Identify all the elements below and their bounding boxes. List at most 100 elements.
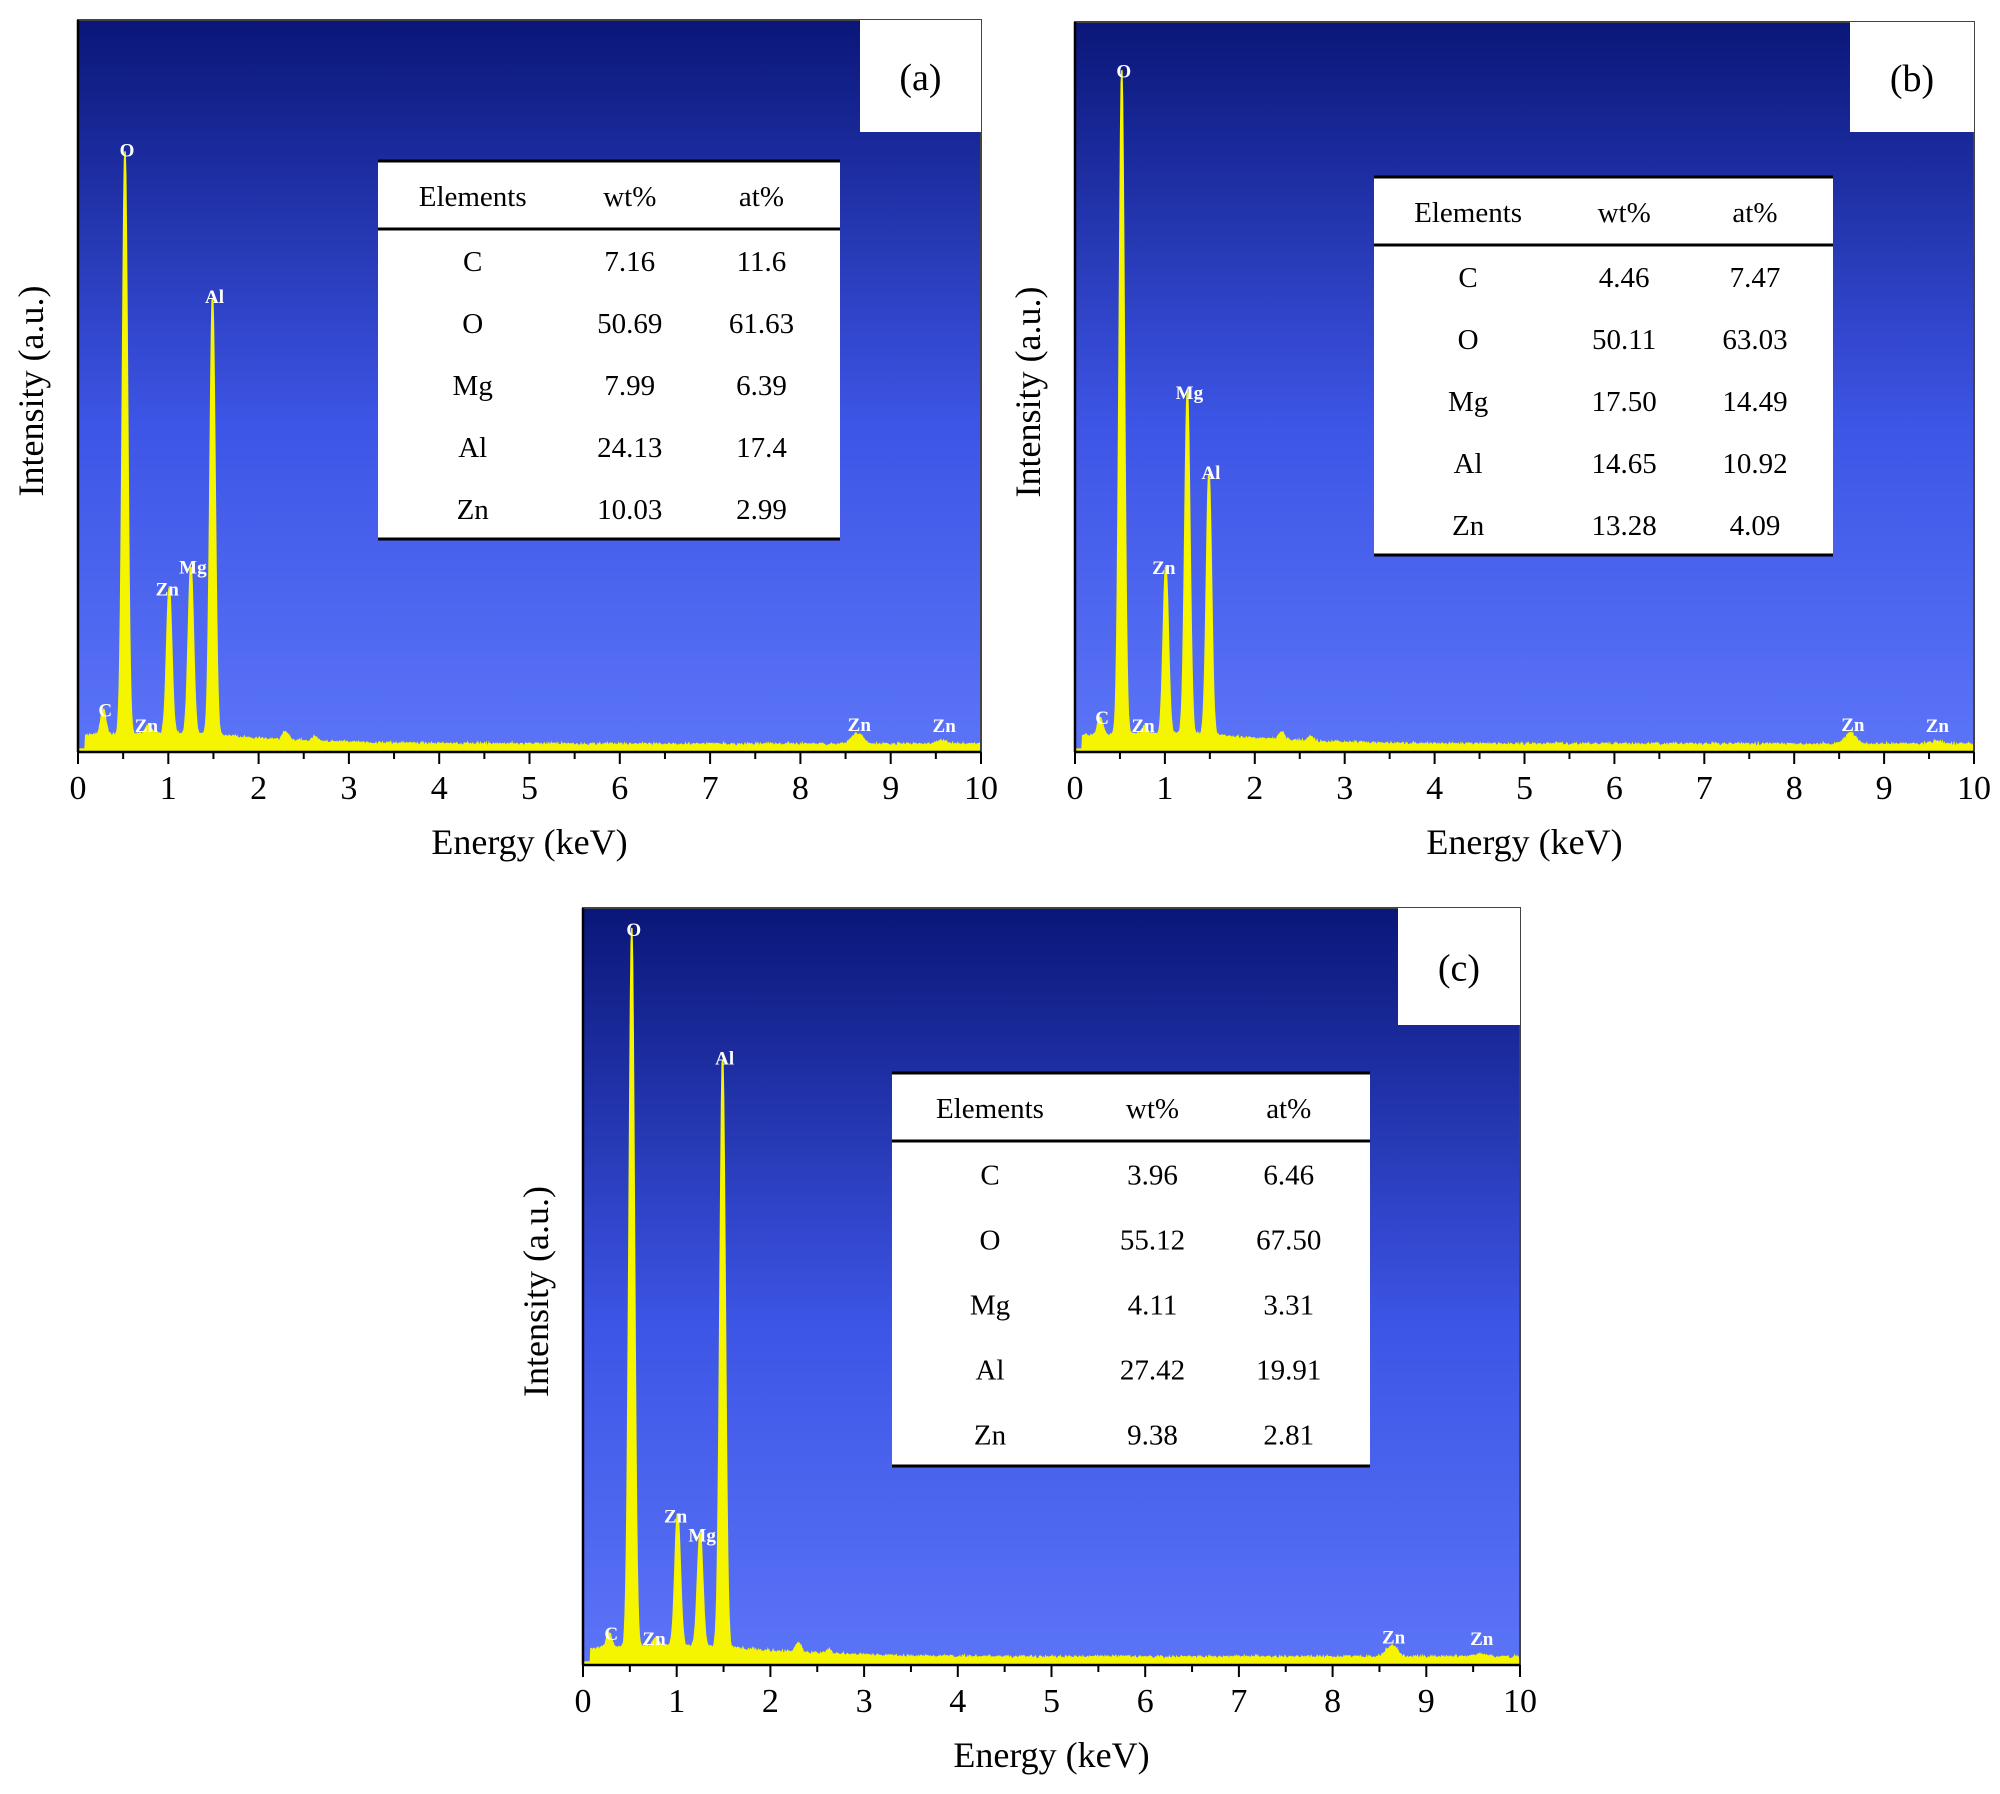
x-tick-label: 6 bbox=[1137, 1683, 1154, 1720]
table-cell: O bbox=[980, 1225, 1001, 1257]
x-tick-label: 3 bbox=[1336, 770, 1353, 807]
x-tick-label: 6 bbox=[611, 770, 628, 807]
table-cell: 6.46 bbox=[1263, 1160, 1314, 1192]
table-cell: 24.13 bbox=[597, 432, 662, 464]
x-tick-label: 1 bbox=[160, 770, 177, 807]
table-header-cell: at% bbox=[739, 181, 784, 213]
peak-label-al: Al bbox=[205, 287, 224, 308]
table-header-cell: at% bbox=[1732, 197, 1777, 229]
spectrum-fill bbox=[77, 151, 982, 753]
peak-label-o: O bbox=[1116, 62, 1131, 83]
table-cell: 19.91 bbox=[1256, 1355, 1321, 1387]
table-cell: 50.11 bbox=[1592, 324, 1656, 356]
y-axis-label: Intensity (a.u.) bbox=[516, 1186, 556, 1397]
x-tick-label: 7 bbox=[1230, 1683, 1247, 1720]
x-tick-label: 5 bbox=[1043, 1683, 1060, 1720]
peak-label-c: C bbox=[1095, 708, 1109, 729]
table-cell: Mg bbox=[970, 1290, 1010, 1322]
x-tick-label: 9 bbox=[1418, 1683, 1435, 1720]
table-cell: Zn bbox=[974, 1420, 1007, 1452]
table-cell: C bbox=[980, 1160, 999, 1192]
peak-label-o: O bbox=[120, 140, 135, 161]
composition-table: Elements wt% at% C 4.46 7.47 O 50.11 63.03 Mg 17.5… bbox=[1374, 175, 1833, 557]
x-axis-label: Energy (keV) bbox=[431, 822, 627, 862]
panel-label-box: (a) bbox=[860, 20, 981, 132]
x-tick-label: 1 bbox=[1156, 770, 1173, 807]
table-cell: 61.63 bbox=[729, 308, 794, 340]
table-cell: 9.38 bbox=[1127, 1420, 1178, 1452]
x-tick-label: 10 bbox=[964, 770, 998, 807]
peak-label-c: C bbox=[604, 1624, 618, 1645]
table-cell: 17.4 bbox=[736, 432, 787, 464]
panel-label-box: (c) bbox=[1398, 908, 1520, 1025]
table-header-cell: Elements bbox=[419, 181, 527, 213]
table-cell: 27.42 bbox=[1120, 1355, 1185, 1387]
peak-label-zn: Zn bbox=[1841, 715, 1865, 736]
x-tick-label: 9 bbox=[882, 770, 899, 807]
x-tick-label: 7 bbox=[702, 770, 719, 807]
table-cell: Zn bbox=[457, 494, 490, 526]
x-tick-label: 5 bbox=[1516, 770, 1533, 807]
table-cell: Al bbox=[1454, 448, 1483, 480]
table-cell: 4.11 bbox=[1128, 1290, 1178, 1322]
table-cell: 4.46 bbox=[1599, 262, 1650, 294]
table-cell: Zn bbox=[1452, 510, 1485, 542]
table-cell: 10.03 bbox=[597, 494, 662, 526]
table-header-cell: wt% bbox=[1598, 197, 1651, 229]
table-header-cell: Elements bbox=[1414, 197, 1522, 229]
peak-label-zn: Zn bbox=[848, 715, 872, 736]
peak-label-zn: Zn bbox=[664, 1507, 688, 1528]
x-tick-label: 1 bbox=[668, 1683, 685, 1720]
table-cell: 2.99 bbox=[736, 494, 787, 526]
x-ticks: 0 1 2 3 4 5 6 7 8 9 10 bbox=[70, 20, 998, 807]
peak-label-zn: Zn bbox=[135, 716, 159, 737]
panel-label: (a) bbox=[899, 57, 941, 99]
x-tick-label: 4 bbox=[1426, 770, 1443, 807]
table-cell: 55.12 bbox=[1120, 1225, 1185, 1257]
x-tick-label: 2 bbox=[762, 1683, 779, 1720]
peak-label-c: C bbox=[98, 700, 112, 721]
table-cell: 7.16 bbox=[604, 246, 655, 278]
x-tick-label: 8 bbox=[1786, 770, 1803, 807]
x-tick-label: 8 bbox=[792, 770, 809, 807]
spectrum-fill bbox=[582, 927, 1521, 1666]
x-tick-label: 2 bbox=[250, 770, 267, 807]
peak-label-o: O bbox=[626, 920, 641, 941]
x-ticks: 0 1 2 3 4 5 6 7 8 9 10 bbox=[1067, 22, 1991, 807]
peak-label-mg: Mg bbox=[179, 558, 207, 579]
table-cell: 10.92 bbox=[1722, 448, 1787, 480]
x-tick-label: 10 bbox=[1503, 1683, 1537, 1720]
table-cell: 6.39 bbox=[736, 370, 787, 402]
table-cell: 13.28 bbox=[1592, 510, 1657, 542]
table-cell: 4.09 bbox=[1730, 510, 1781, 542]
table-cell: 14.65 bbox=[1592, 448, 1657, 480]
x-tick-label: 0 bbox=[575, 1683, 592, 1720]
x-tick-label: 2 bbox=[1246, 770, 1263, 807]
table-cell: 17.50 bbox=[1592, 386, 1657, 418]
x-tick-label: 5 bbox=[521, 770, 538, 807]
x-axis-label: Energy (keV) bbox=[953, 1735, 1149, 1775]
table-cell: 7.99 bbox=[604, 370, 655, 402]
peak-label-zn: Zn bbox=[1152, 558, 1176, 579]
x-axis-label: Energy (keV) bbox=[1426, 822, 1622, 862]
x-tick-label: 6 bbox=[1606, 770, 1623, 807]
table-cell: Mg bbox=[1448, 386, 1488, 418]
table-cell: O bbox=[1458, 324, 1479, 356]
composition-table: Elements wt% at% C 3.96 6.46 O 55.12 67.50 Mg 4.11… bbox=[892, 1071, 1370, 1468]
y-axis-label: Intensity (a.u.) bbox=[1008, 287, 1048, 498]
table-background bbox=[378, 161, 840, 539]
peak-label-zn: Zn bbox=[1131, 716, 1155, 737]
x-ticks: 0 1 2 3 4 5 6 7 8 9 10 bbox=[575, 908, 1537, 1720]
table-cell: 63.03 bbox=[1722, 324, 1787, 356]
peak-label-al: Al bbox=[715, 1049, 734, 1070]
table-header-cell: wt% bbox=[603, 181, 656, 213]
x-tick-label: 9 bbox=[1876, 770, 1893, 807]
x-tick-label: 0 bbox=[1067, 770, 1084, 807]
table-cell: Al bbox=[458, 432, 487, 464]
x-tick-label: 7 bbox=[1696, 770, 1713, 807]
table-cell: 50.69 bbox=[597, 308, 662, 340]
